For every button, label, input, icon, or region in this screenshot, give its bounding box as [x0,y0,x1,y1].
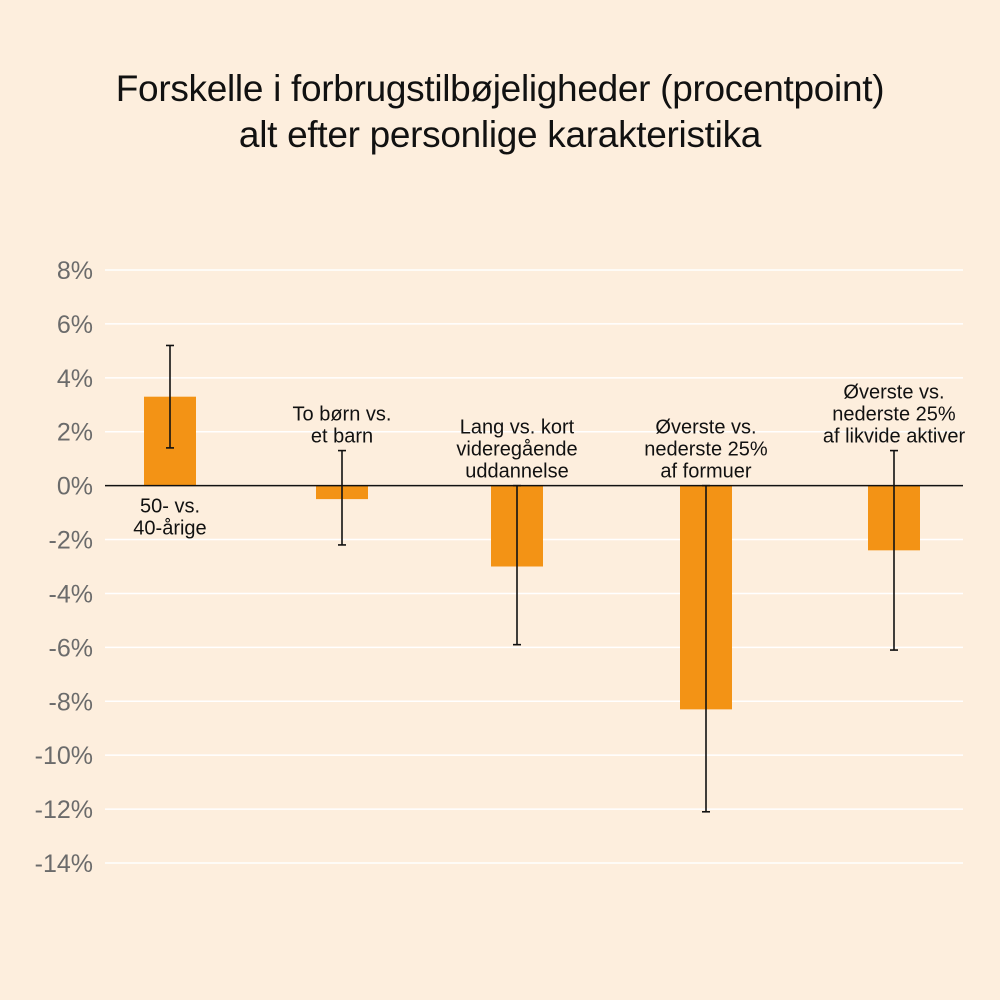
y-tick-label: -8% [49,688,93,716]
category-label: uddannelse [465,461,568,483]
category-label: To børn vs. [293,404,392,426]
y-tick-label: -2% [49,527,93,555]
category-label: et barn [311,426,373,448]
y-tick-label: 0% [57,473,93,501]
y-tick-label: -12% [35,796,93,824]
category-label: af likvide aktiver [823,426,966,448]
category-label: nederste 25% [832,404,956,426]
y-tick-label: 6% [57,311,93,339]
y-tick-label: -6% [49,634,93,662]
chart-title-line-2: alt efter personlige karakteristika [238,114,762,155]
category-label: Lang vs. kort [460,417,575,439]
y-tick-label: -4% [49,580,93,608]
category-label: Øverste vs. [843,382,944,404]
y-tick-label: 2% [57,419,93,447]
category-label: 50- vs. [140,496,200,518]
y-tick-label: 8% [57,257,93,285]
chart-title-line-1: Forskelle i forbrugstilbøjeligheder (pro… [115,68,885,109]
chart-title: Forskelle i forbrugstilbøjeligheder (pro… [0,66,1000,158]
category-label: 40-årige [133,518,206,540]
category-label: af formuer [660,461,751,483]
y-tick-label: 4% [57,365,93,393]
y-tick-label: -10% [35,742,93,770]
category-label: videregående [456,439,577,461]
category-label: Øverste vs. [655,417,756,439]
y-tick-label: -14% [35,850,93,878]
category-label: nederste 25% [644,439,768,461]
